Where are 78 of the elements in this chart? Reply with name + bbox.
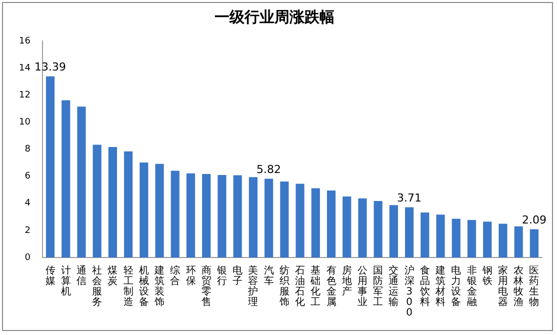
x-tick-label: 综合 (170, 264, 180, 287)
x-tick-label: 非银金融 (466, 264, 477, 308)
data-label: 2.09 (522, 214, 546, 227)
bar (420, 212, 430, 258)
bar (264, 178, 274, 258)
bar (202, 174, 211, 258)
x-tick-label: 通信 (76, 264, 86, 287)
x-tick-label: 沪深300 (404, 264, 414, 318)
data-label: 13.39 (34, 60, 66, 74)
bar (530, 229, 538, 258)
bar (514, 226, 523, 258)
x-tick-label: 钢铁 (481, 265, 492, 287)
bar (405, 207, 414, 258)
x-tick-label: 汽车 (264, 264, 274, 287)
bar (186, 173, 196, 258)
bar (326, 190, 336, 258)
bar (483, 222, 492, 258)
x-tick-label: 电子 (232, 264, 243, 287)
x-tick-label: 煤炭 (108, 264, 118, 287)
bar (280, 181, 289, 258)
bar (296, 184, 304, 258)
x-tick-label: 传媒 (45, 265, 56, 287)
bar (452, 218, 460, 258)
x-tick-label: 公用事业 (357, 264, 368, 308)
x-tick-label: 环保 (186, 265, 196, 287)
x-tick-label: 食品饮料 (418, 264, 430, 308)
x-tick-label: 机械设备 (138, 264, 149, 308)
x-tick-label: 医药生物 (529, 265, 540, 308)
y-tick-label: 16 (19, 36, 31, 46)
x-tick-label: 银行 (216, 265, 227, 287)
x-tick-label: 轻工制造 (123, 264, 134, 308)
x-tick-label: 商贸零售 (201, 264, 212, 308)
x-tick-label: 纺织服饰 (278, 264, 290, 308)
x-tick-label: 建筑材料 (434, 264, 446, 308)
y-tick-label: 8 (24, 144, 31, 155)
bar (218, 174, 226, 258)
x-tick-label: 国防军工 (373, 265, 384, 308)
x-tick-label: 交通运输 (388, 264, 399, 308)
bar (77, 106, 86, 258)
bar (140, 162, 148, 258)
bar (311, 188, 320, 258)
x-tick-label: 有色金属 (326, 264, 336, 308)
y-tick-label: 10 (19, 118, 31, 128)
x-tick-label: 房地产 (340, 264, 352, 298)
bar (342, 196, 352, 258)
y-tick-label: 0 (24, 252, 31, 263)
bar (46, 76, 55, 258)
bar (155, 164, 164, 258)
y-tick-label: 12 (19, 90, 30, 100)
bar (498, 224, 508, 258)
bar (374, 200, 382, 258)
y-tick-label: 6 (24, 172, 31, 182)
x-tick-label: 建筑装饰 (154, 264, 165, 308)
bar (62, 100, 70, 258)
x-tick-label: 家用电器 (498, 264, 508, 308)
bar (92, 144, 102, 258)
x-tick-label: 社会服务 (92, 264, 102, 308)
x-tick-label: 美容护理 (247, 264, 258, 308)
bar (389, 205, 398, 258)
bar (170, 170, 180, 258)
bar (467, 220, 476, 258)
x-tick-label: 计算机 (60, 264, 71, 298)
bar (358, 198, 367, 258)
x-tick-label: 农林牧渔 (512, 265, 524, 308)
x-tick-label: 基础化工 (310, 264, 321, 308)
bar (436, 214, 445, 258)
x-tick-label: 电力设备 (451, 264, 462, 308)
bar (248, 177, 258, 258)
y-tick-label: 4 (24, 198, 31, 209)
data-label: 5.82 (256, 163, 282, 176)
bar (108, 146, 117, 258)
bar (124, 151, 133, 258)
chart-title: 一级行业周涨跌幅 (214, 8, 334, 26)
y-tick-label: 2 (24, 226, 30, 236)
y-tick-label: 14 (19, 63, 31, 74)
x-tick-label: 石油石化 (295, 265, 306, 308)
data-label: 3.71 (397, 192, 422, 205)
bar (233, 175, 242, 258)
